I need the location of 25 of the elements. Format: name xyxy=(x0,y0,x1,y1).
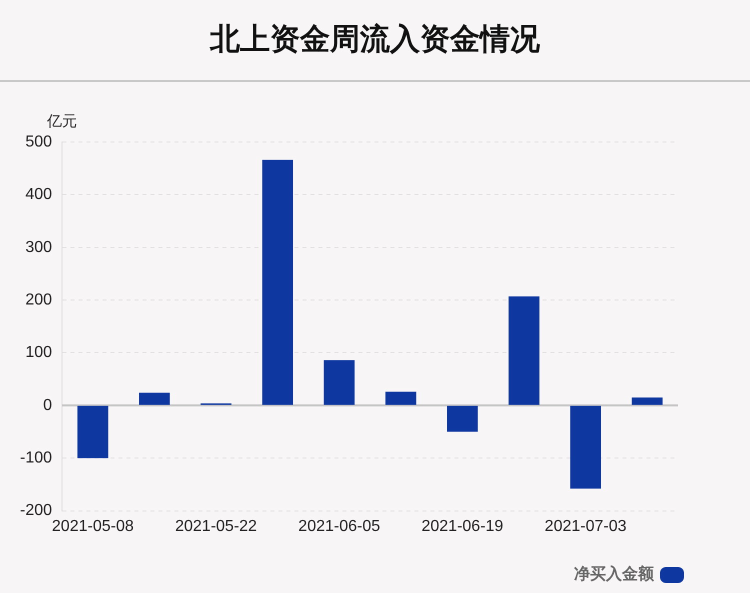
bar xyxy=(447,406,478,432)
legend-label: 净买入金额 xyxy=(574,564,654,585)
y-tick-label: 300 xyxy=(25,238,52,256)
bar xyxy=(77,406,108,458)
y-tick-label: -100 xyxy=(20,450,52,467)
y-tick-label: 400 xyxy=(25,186,52,204)
y-tick-label: -200 xyxy=(20,502,52,520)
bar xyxy=(139,392,170,405)
x-tick-label: 2021-05-08 xyxy=(52,518,134,535)
y-axis-title: 亿元 xyxy=(46,113,78,130)
bar xyxy=(632,398,663,405)
x-tick-label: 2021-06-05 xyxy=(298,518,380,535)
x-tick-label: 2021-07-03 xyxy=(544,518,627,535)
x-tick-label: 2021-05-22 xyxy=(175,518,258,535)
chart-title: 北上资金周流入资金情况 xyxy=(0,0,750,82)
x-tick-label: 2021-06-19 xyxy=(421,518,504,535)
bar xyxy=(570,406,602,489)
bar xyxy=(385,392,416,405)
y-tick-label: 0 xyxy=(43,396,52,414)
y-tick-label: 500 xyxy=(25,133,52,150)
y-tick-label: 100 xyxy=(25,344,52,362)
bar xyxy=(324,360,355,405)
bar xyxy=(508,296,540,405)
bar xyxy=(262,160,294,405)
y-tick-label: 200 xyxy=(25,291,52,308)
